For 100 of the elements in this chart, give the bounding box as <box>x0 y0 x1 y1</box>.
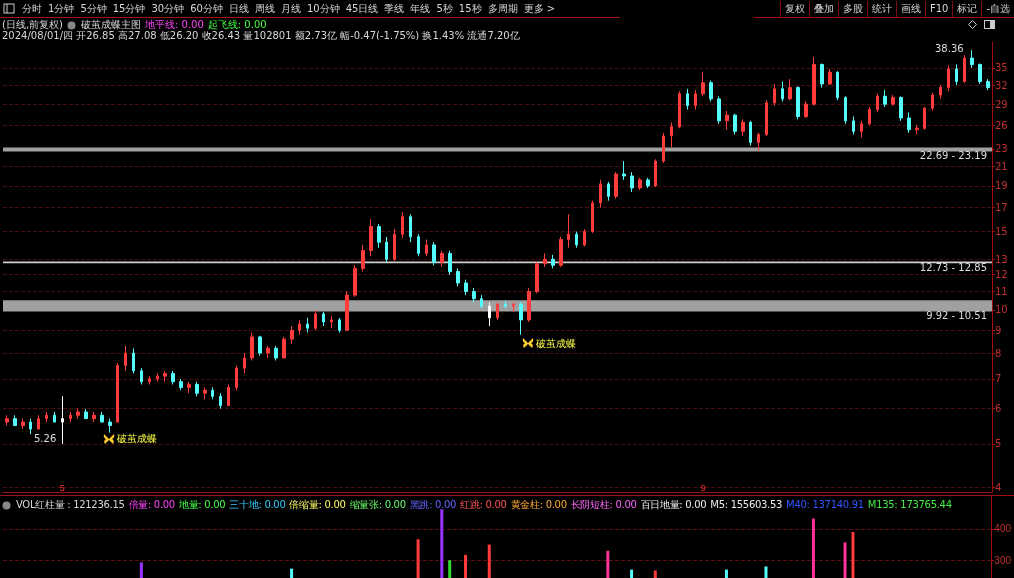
text: 起飞线: 0.00 <box>207 19 267 30</box>
text: 标记 <box>952 0 982 17</box>
annotation: 百日地量: 0.00 <box>640 499 707 510</box>
candlestick <box>187 381 191 394</box>
candlestick <box>614 171 618 200</box>
text: 年线 <box>410 1 431 16</box>
text: 统计 <box>866 0 896 17</box>
candlestick <box>575 231 578 249</box>
candlestick <box>599 179 602 208</box>
text: 45日线 <box>345 1 379 16</box>
candlestick <box>496 301 499 321</box>
candlestick <box>860 120 863 139</box>
annotation: M40: 137140.91 <box>786 499 864 510</box>
y-tick-label: 19 <box>995 180 1008 192</box>
y-tick-label: 4 <box>995 481 1002 493</box>
y-tick-label: 9 <box>995 324 1002 336</box>
candlestick <box>448 250 452 276</box>
candlestick <box>931 92 934 112</box>
candlestick <box>757 132 760 152</box>
y-tick-label: 29 <box>995 98 1008 110</box>
annotation: 缩量张: 0.00 <box>349 499 406 510</box>
candlestick <box>100 411 104 423</box>
candlestick <box>61 395 64 445</box>
candlestick <box>45 411 48 423</box>
candlestick <box>345 291 349 331</box>
candlestick <box>978 62 982 85</box>
candlestick <box>986 78 990 91</box>
y-tick-label: 8 <box>995 347 1002 359</box>
text: 15秒 <box>458 1 482 16</box>
text: 分时 <box>22 1 42 16</box>
candlestick <box>607 181 610 202</box>
candlestick <box>243 352 246 374</box>
candlestick <box>432 241 436 266</box>
candlestick <box>179 378 183 391</box>
candlestick <box>970 49 974 69</box>
candlestick <box>330 315 333 329</box>
candlestick <box>781 81 784 103</box>
candlestick <box>385 236 388 263</box>
annotation: 5.26 <box>34 433 57 444</box>
text: 月线 <box>280 1 301 16</box>
candlestick <box>852 116 855 135</box>
y-tick-label: 400 <box>994 523 1012 535</box>
candlestick <box>923 106 926 131</box>
text: 多股 <box>837 0 867 17</box>
annotation: 黑跳: 0.00 <box>409 499 457 510</box>
candlestick <box>883 89 887 108</box>
candlestick <box>519 301 523 336</box>
y-tick-label: 15 <box>995 226 1008 238</box>
candlestick <box>701 71 705 97</box>
candlestick <box>163 370 167 383</box>
annotation: 倍缩量: 0.00 <box>289 499 346 510</box>
text: 15分钟 <box>112 1 146 16</box>
candlestick <box>741 118 745 137</box>
annotation: M135: 173765.44 <box>867 499 952 510</box>
band-label: 9.92 - 10.51 <box>926 310 987 322</box>
candlestick <box>306 317 309 334</box>
text: 多周期 <box>487 1 518 16</box>
text: F10 <box>924 0 953 17</box>
candlestick <box>13 414 17 427</box>
y-tick-label: 11 <box>995 286 1008 298</box>
y-tick-label: 26 <box>995 119 1008 131</box>
annotation: 破茧成蝶 <box>536 338 576 349</box>
y-tick-label: 13 <box>995 253 1008 265</box>
candlestick <box>686 88 689 111</box>
text: 30分钟 <box>151 1 185 16</box>
candlestick <box>891 94 895 106</box>
candlestick <box>171 370 175 386</box>
candlestick <box>662 132 665 164</box>
text: 10分钟 <box>306 1 340 16</box>
candlestick <box>393 228 396 262</box>
text: 周线 <box>254 1 275 16</box>
candlestick <box>361 244 365 273</box>
candlestick <box>638 177 642 191</box>
annotation: 破茧成蝶 <box>117 433 157 444</box>
chart-title: (日线,前复权) <box>2 19 63 30</box>
candlestick <box>314 309 317 331</box>
candlestick <box>559 236 563 268</box>
candlestick <box>203 386 207 400</box>
candlestick <box>274 345 278 361</box>
annotation: 倍量: 0.00 <box>128 499 175 510</box>
candlestick <box>836 70 839 101</box>
text: 画线 <box>895 0 925 17</box>
candlestick <box>219 392 222 410</box>
candlestick <box>646 177 650 189</box>
candlestick <box>899 95 903 122</box>
candlestick <box>148 375 151 386</box>
annotation: M5: 155603.53 <box>710 499 783 510</box>
candlestick <box>622 160 626 181</box>
candlestick <box>266 345 270 359</box>
candlestick <box>425 238 428 257</box>
candlestick <box>907 111 911 134</box>
candlestick <box>140 367 143 386</box>
candlestick <box>504 300 507 309</box>
annotation: 长阴短柱: 0.00 <box>570 499 637 510</box>
candlestick <box>124 345 127 372</box>
candlestick <box>69 411 72 423</box>
y-tick-label: 32 <box>995 79 1008 91</box>
text: 1分钟 <box>48 1 75 16</box>
candlestick <box>353 264 357 298</box>
candlestick <box>108 418 112 434</box>
